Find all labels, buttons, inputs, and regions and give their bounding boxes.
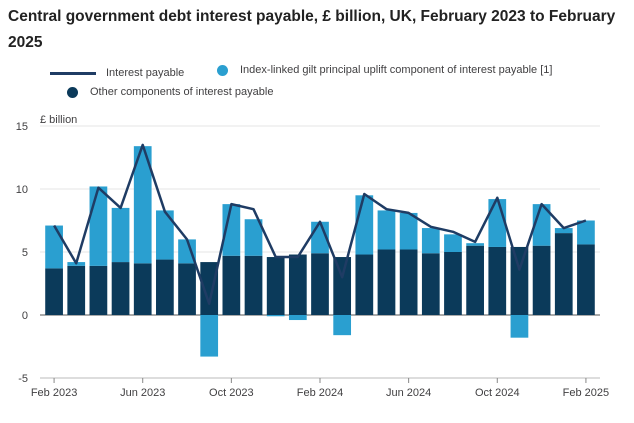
bar-other-6 (178, 263, 196, 315)
y-tick-label: -5 (18, 373, 28, 385)
x-tick-label: Feb 2025 (563, 387, 609, 399)
bar-index-linked-2 (89, 186, 108, 266)
y-tick-label: 0 (22, 310, 28, 322)
bar-index-linked-0 (45, 225, 63, 269)
bar-index-linked-15 (377, 210, 396, 250)
bar-other-11 (288, 254, 307, 315)
legend-line-swatch (50, 71, 96, 75)
bar-index-linked-8 (222, 204, 241, 256)
bar-index-linked-14 (355, 195, 374, 255)
x-tick-label: Jun 2024 (386, 387, 431, 399)
bar-index-linked-16 (399, 212, 418, 250)
bar-index-linked-3 (111, 207, 130, 263)
y-axis-label: £ billion (40, 114, 77, 126)
legend-label-interest-payable: Interest payable (106, 67, 185, 79)
bar-index-linked-23 (554, 228, 573, 234)
bar-other-2 (89, 265, 108, 315)
bar-other-4 (133, 263, 152, 315)
bar-other-18 (444, 252, 462, 315)
legend-dot-other (67, 86, 78, 98)
legend-dot-index-linked (217, 64, 228, 76)
bar-index-linked-6 (178, 239, 196, 264)
legend-item-interest-payable: Interest payable (50, 67, 184, 79)
bar-other-1 (67, 265, 86, 315)
y-tick-label: 10 (16, 184, 28, 196)
chart-title: Central government debt interest payable… (8, 8, 616, 51)
bar-index-linked-9 (244, 219, 263, 256)
bars (45, 146, 595, 357)
bar-other-3 (111, 262, 130, 315)
y-tick-label: 5 (22, 247, 28, 259)
y-tick-label: 15 (16, 121, 28, 133)
x-tick-label: Oct 2024 (475, 387, 520, 399)
bar-other-7 (200, 262, 219, 315)
bar-other-9 (244, 255, 263, 315)
bar-other-13 (333, 257, 352, 315)
bar-index-linked-5 (156, 210, 174, 260)
interest-payable-line (53, 143, 587, 305)
bar-index-linked-18 (444, 234, 462, 252)
bar-other-15 (377, 249, 396, 315)
legend-label-index-linked: Index-linked gilt principal uplift compo… (240, 64, 553, 76)
bar-index-linked-19 (466, 243, 484, 246)
bar-other-21 (510, 246, 529, 315)
x-tick-label: Oct 2023 (209, 387, 254, 399)
bar-other-16 (399, 249, 418, 315)
legend-label-other: Other components of interest payable (90, 86, 274, 98)
bar-index-linked-11 (288, 315, 307, 321)
bar-other-24 (577, 244, 595, 315)
bar-other-5 (156, 259, 174, 315)
bar-index-linked-21 (510, 315, 529, 338)
bar-other-19 (466, 245, 484, 315)
bar-index-linked-7 (200, 315, 219, 357)
bar-index-linked-24 (577, 220, 595, 245)
bar-index-linked-10 (266, 315, 285, 317)
legend-item-index-linked: Index-linked gilt principal uplift compo… (217, 64, 552, 76)
interest-payable-line-group (53, 143, 587, 305)
axes: -5 0 5 10 15 Feb 2023 Jun 2023 Oct 2023 Feb 2024… (16, 121, 609, 399)
x-tick-label: Feb 2024 (297, 387, 343, 399)
legend: Interest payable Index-linked gilt princ… (0, 64, 634, 108)
bar-index-linked-17 (421, 228, 440, 254)
bar-other-22 (532, 245, 551, 315)
bar-other-20 (488, 246, 507, 315)
bar-other-8 (222, 255, 241, 315)
bar-index-linked-13 (333, 315, 352, 336)
x-tick-label: Feb 2023 (31, 387, 77, 399)
bar-other-23 (554, 233, 573, 315)
bar-other-10 (266, 257, 285, 315)
bar-other-17 (421, 253, 440, 315)
bar-index-linked-4 (133, 146, 152, 264)
bar-other-0 (45, 268, 63, 315)
x-tick-label: Jun 2023 (120, 387, 165, 399)
bar-other-12 (311, 253, 329, 315)
bar-other-14 (355, 254, 374, 315)
legend-item-other: Other components of interest payable (67, 86, 273, 98)
bar-index-linked-20 (488, 199, 507, 247)
